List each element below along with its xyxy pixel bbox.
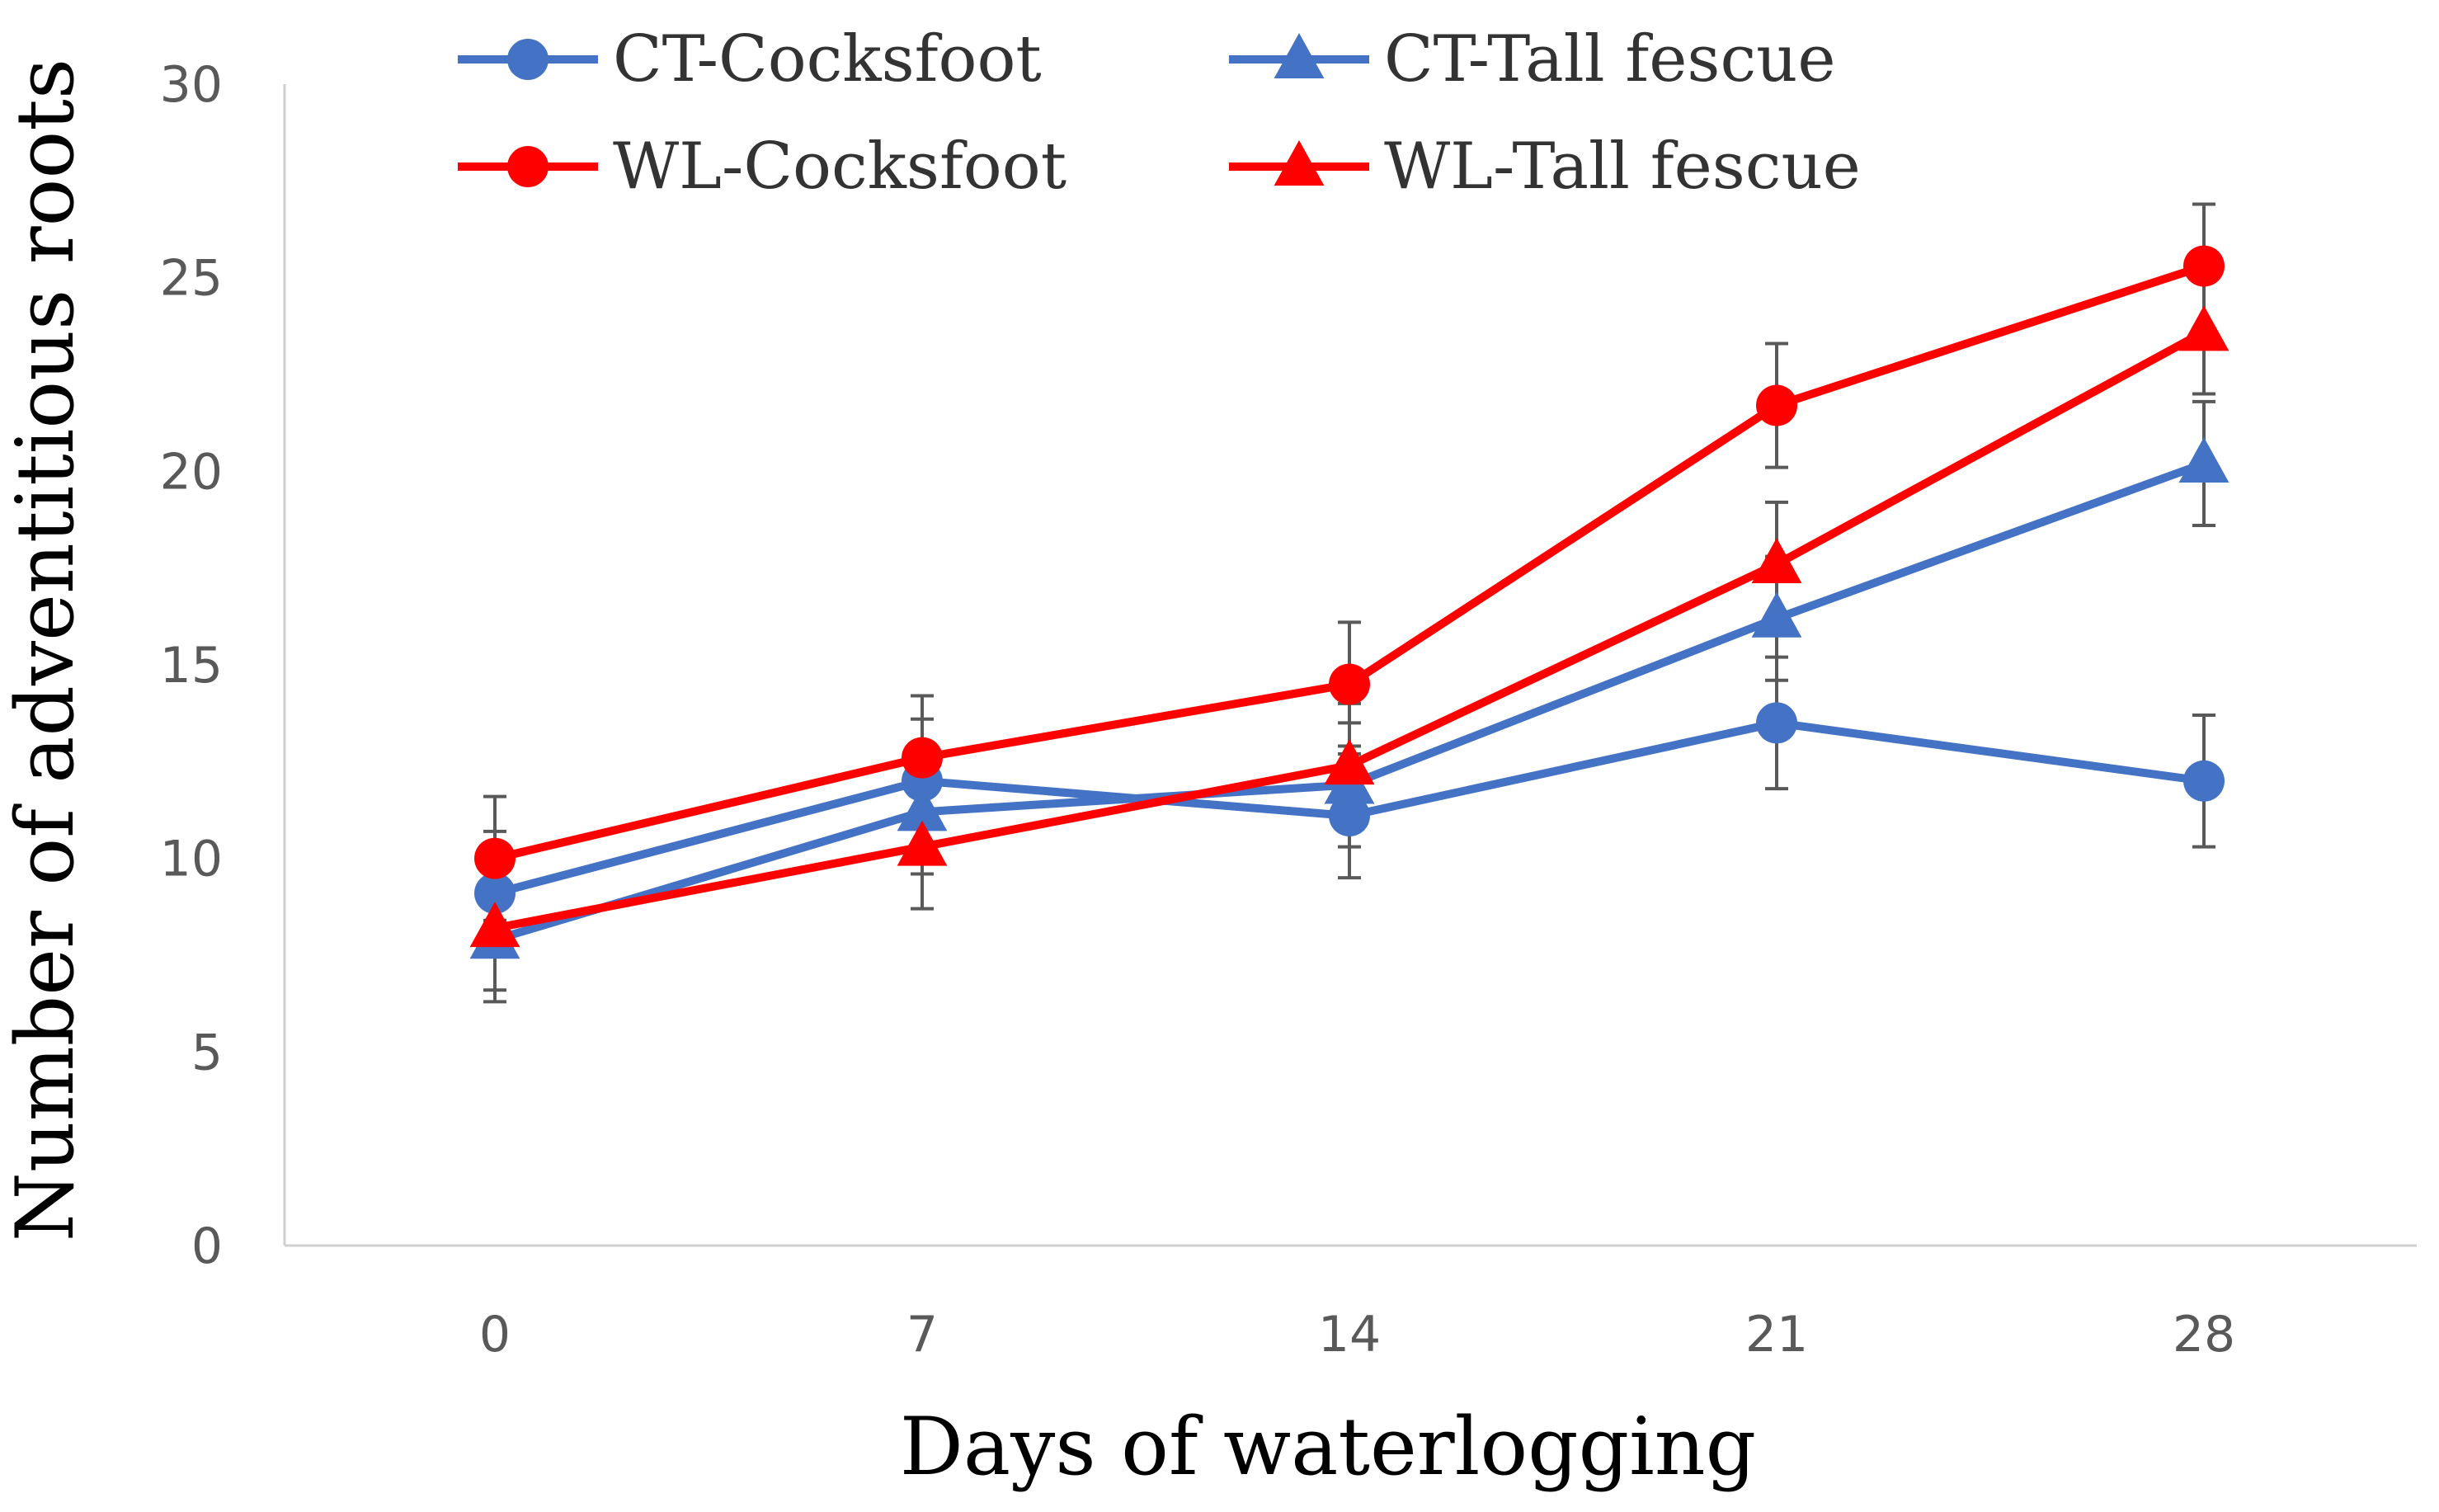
legend-label: WL-Tall fescue — [1384, 130, 1861, 204]
legend-label: CT-Tall fescue — [1384, 22, 1836, 97]
y-tick-label: 25 — [160, 250, 223, 308]
data-point-circle — [474, 837, 516, 879]
y-axis-title: Number of adventitious roots — [0, 59, 92, 1241]
legend-marker-triangle — [1274, 140, 1325, 186]
data-point-circle — [2183, 760, 2225, 802]
data-point-triangle — [2178, 436, 2229, 483]
legend-marker-triangle — [1274, 33, 1325, 79]
data-point-triangle — [897, 820, 948, 866]
x-axis-title: Days of waterlogging — [900, 1401, 1756, 1493]
y-tick-label: 30 — [160, 56, 223, 114]
y-tick-label: 5 — [191, 1024, 223, 1081]
legend-label: CT-Cocksfoot — [613, 22, 1042, 97]
legend-item: WL-Tall fescue — [1229, 130, 1861, 204]
data-point-triangle — [1751, 537, 1802, 584]
data-point-triangle — [897, 785, 948, 831]
y-tick-label: 0 — [191, 1218, 223, 1275]
data-point-circle — [474, 872, 516, 914]
x-tick-label: 0 — [479, 1306, 511, 1364]
legend-item: WL-Cocksfoot — [458, 130, 1066, 204]
data-point-circle — [1329, 663, 1370, 705]
series-markers — [469, 245, 2229, 959]
x-tick-label: 28 — [2173, 1306, 2235, 1364]
x-tick-label: 14 — [1318, 1306, 1381, 1364]
data-point-circle — [1329, 795, 1370, 837]
data-point-circle — [1756, 702, 1797, 744]
legend-marker-circle — [507, 39, 549, 80]
legend-item: CT-Tall fescue — [1229, 22, 1836, 97]
data-point-triangle — [1751, 591, 1802, 638]
data-point-circle — [902, 737, 943, 779]
y-tick-label: 20 — [160, 443, 223, 501]
data-point-circle — [2183, 245, 2225, 287]
data-point-triangle — [1324, 739, 1375, 785]
legend: CT-Cocksfoot CT-Tall fescue WL-Cocksfoot WL… — [458, 22, 1861, 204]
legend-marker-circle — [507, 146, 549, 187]
legend-label: WL-Cocksfoot — [613, 130, 1066, 204]
data-point-triangle — [2178, 305, 2229, 351]
data-point-triangle — [469, 902, 520, 948]
legend-item: CT-Cocksfoot — [458, 22, 1042, 97]
x-tick-label: 7 — [906, 1306, 938, 1364]
x-tick-label: 21 — [1745, 1306, 1808, 1364]
y-tick-label: 15 — [160, 637, 223, 695]
y-tick-label: 10 — [160, 831, 223, 888]
data-point-circle — [1756, 384, 1797, 426]
axes: 0 5 10 15 20 25 30 0 7 14 21 28 — [160, 56, 2417, 1364]
